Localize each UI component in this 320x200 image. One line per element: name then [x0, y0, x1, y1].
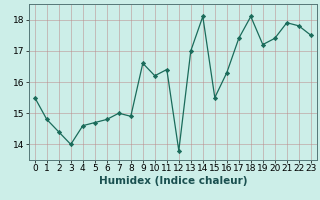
X-axis label: Humidex (Indice chaleur): Humidex (Indice chaleur) — [99, 176, 247, 186]
